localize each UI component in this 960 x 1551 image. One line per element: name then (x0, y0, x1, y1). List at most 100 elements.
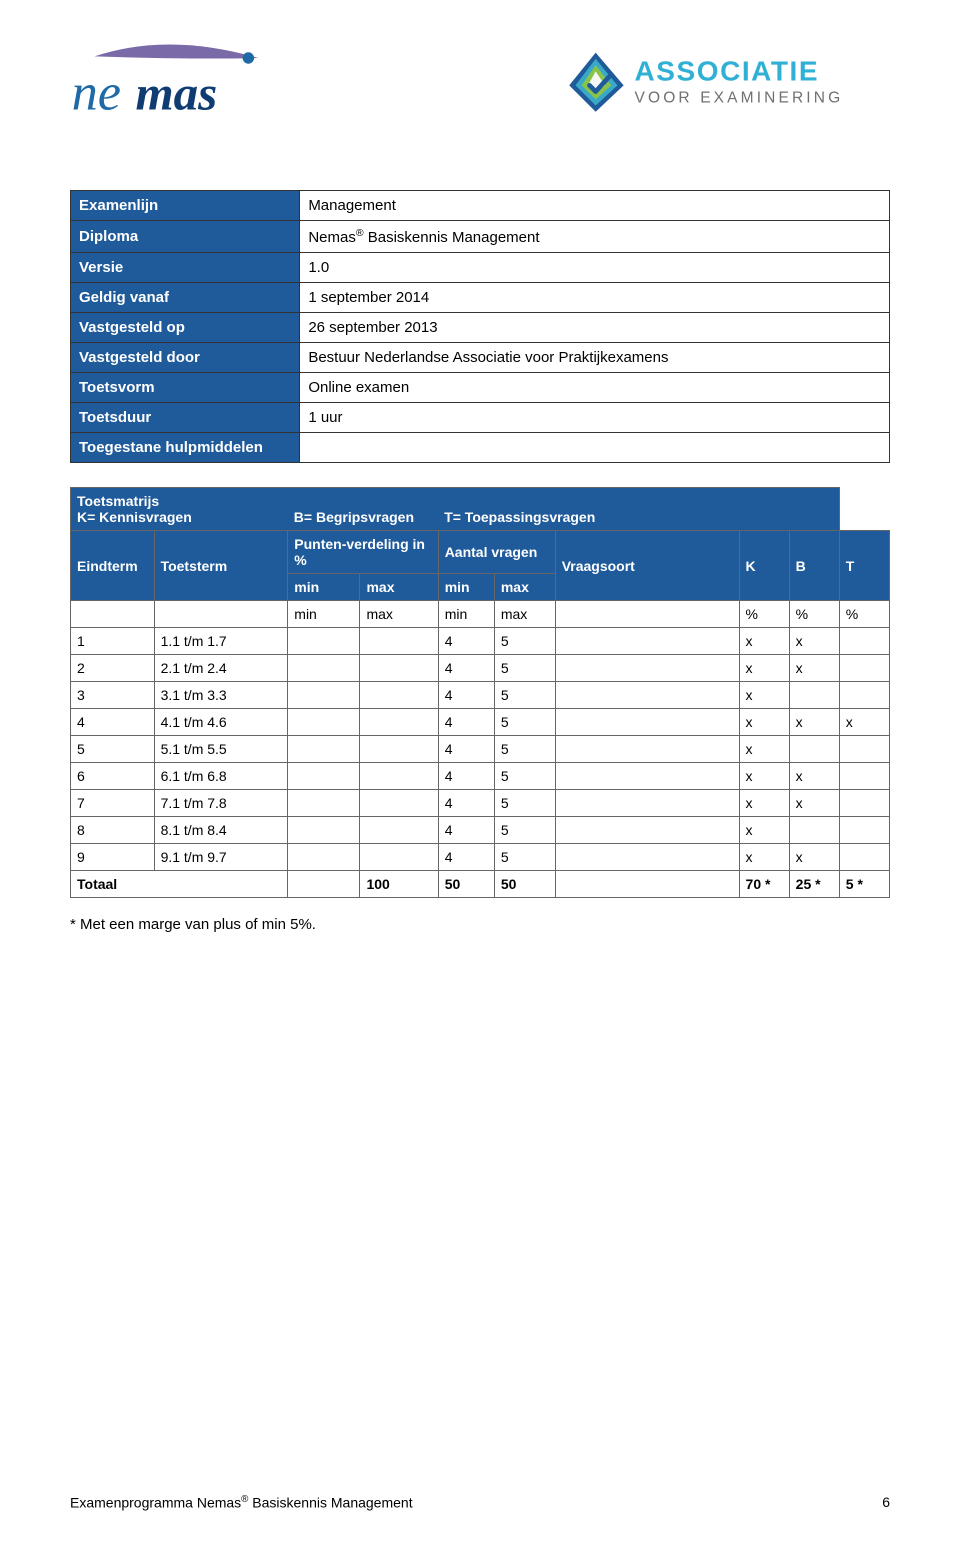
matrix-row: 44.1 t/m 4.645xxx (71, 709, 890, 736)
pct-t: % (839, 601, 889, 628)
svg-text:VOOR EXAMINERING: VOOR EXAMINERING (635, 89, 844, 106)
pct-b: % (789, 601, 839, 628)
info-key: Toegestane hulpmiddelen (71, 433, 300, 463)
matrix-legend-t: T= Toepassingsvragen (444, 509, 833, 525)
info-row: DiplomaNemas® Basiskennis Management (71, 221, 890, 253)
cell-pmax (360, 736, 438, 763)
pct-pmax: max (360, 601, 438, 628)
col-k: K (739, 531, 789, 601)
cell-toetsterm: 8.1 t/m 8.4 (154, 817, 288, 844)
col-aantal: Aantal vragen (438, 531, 555, 574)
cell-vraagsoort (555, 763, 739, 790)
col-pmax: max (360, 574, 438, 601)
cell-t (839, 682, 889, 709)
toetsmatrijs-table: Toetsmatrijs K= Kennisvragen B= Begripsv… (70, 487, 890, 898)
cell-pmin (288, 790, 360, 817)
cell-amax: 5 (494, 790, 555, 817)
info-table: ExamenlijnManagementDiplomaNemas® Basisk… (70, 190, 890, 463)
cell-pmin (288, 763, 360, 790)
cell-amin: 4 (438, 628, 494, 655)
cell-amax: 5 (494, 817, 555, 844)
info-key: Vastgesteld door (71, 343, 300, 373)
matrix-legend-row: Toetsmatrijs K= Kennisvragen B= Begripsv… (71, 488, 890, 531)
cell-t (839, 844, 889, 871)
cell-pmin (288, 628, 360, 655)
footer-left: Examenprogramma Nemas® Basiskennis Manag… (70, 1494, 413, 1511)
matrix-row: 22.1 t/m 2.445xx (71, 655, 890, 682)
cell-t (839, 763, 889, 790)
info-key: Examenlijn (71, 191, 300, 221)
cell-pmin (288, 709, 360, 736)
info-key: Versie (71, 253, 300, 283)
cell-k: x (739, 844, 789, 871)
info-value: 26 september 2013 (300, 313, 890, 343)
info-key: Toetsvorm (71, 373, 300, 403)
cell-pmin (288, 844, 360, 871)
info-key: Toetsduur (71, 403, 300, 433)
cell-amax: 5 (494, 628, 555, 655)
totaal-amin: 50 (438, 871, 494, 898)
matrix-pct-row: min max min max % % % (71, 601, 890, 628)
cell-b (789, 736, 839, 763)
svg-text:ASSOCIATIE: ASSOCIATIE (635, 56, 820, 87)
cell-vraagsoort (555, 817, 739, 844)
matrix-row: 88.1 t/m 8.445x (71, 817, 890, 844)
info-key: Diploma (71, 221, 300, 253)
matrix-row: 66.1 t/m 6.845xx (71, 763, 890, 790)
cell-amax: 5 (494, 763, 555, 790)
col-amax: max (494, 574, 555, 601)
totaal-vs (555, 871, 739, 898)
cell-b: x (789, 655, 839, 682)
cell-amin: 4 (438, 709, 494, 736)
info-value: Online examen (300, 373, 890, 403)
cell-pmin (288, 655, 360, 682)
info-value: Bestuur Nederlandse Associatie voor Prak… (300, 343, 890, 373)
info-row: ToetsvormOnline examen (71, 373, 890, 403)
cell-amax: 5 (494, 736, 555, 763)
cell-t (839, 736, 889, 763)
info-row: Vastgesteld doorBestuur Nederlandse Asso… (71, 343, 890, 373)
info-row: Geldig vanaf1 september 2014 (71, 283, 890, 313)
cell-b: x (789, 628, 839, 655)
cell-eindterm: 9 (71, 844, 155, 871)
cell-pmax (360, 763, 438, 790)
matrix-legend-k: K= Kennisvragen (77, 509, 282, 525)
matrix-totaal-row: Totaal 100 50 50 70 * 25 * 5 * (71, 871, 890, 898)
cell-k: x (739, 736, 789, 763)
cell-k: x (739, 682, 789, 709)
cell-amin: 4 (438, 790, 494, 817)
totaal-pmax: 100 (360, 871, 438, 898)
matrix-row: 77.1 t/m 7.845xx (71, 790, 890, 817)
cell-toetsterm: 4.1 t/m 4.6 (154, 709, 288, 736)
cell-amin: 4 (438, 817, 494, 844)
col-punten: Punten-verdeling in % (288, 531, 438, 574)
cell-eindterm: 7 (71, 790, 155, 817)
col-eindterm: Eindterm (71, 531, 155, 601)
cell-toetsterm: 7.1 t/m 7.8 (154, 790, 288, 817)
pct-amin: min (438, 601, 494, 628)
pct-k: % (739, 601, 789, 628)
cell-k: x (739, 817, 789, 844)
cell-vraagsoort (555, 682, 739, 709)
cell-toetsterm: 9.1 t/m 9.7 (154, 844, 288, 871)
cell-pmin (288, 682, 360, 709)
cell-b (789, 817, 839, 844)
cell-k: x (739, 709, 789, 736)
cell-b: x (789, 844, 839, 871)
cell-k: x (739, 790, 789, 817)
info-row: Toetsduur1 uur (71, 403, 890, 433)
cell-pmin (288, 736, 360, 763)
associatie-logo: ASSOCIATIE VOOR EXAMINERING (563, 48, 890, 118)
matrix-row: 55.1 t/m 5.545x (71, 736, 890, 763)
cell-vraagsoort (555, 655, 739, 682)
cell-k: x (739, 628, 789, 655)
cell-toetsterm: 2.1 t/m 2.4 (154, 655, 288, 682)
info-value: 1 september 2014 (300, 283, 890, 313)
marge-note: * Met een marge van plus of min 5%. (70, 916, 890, 933)
cell-vraagsoort (555, 844, 739, 871)
cell-pmax (360, 682, 438, 709)
info-value: 1.0 (300, 253, 890, 283)
cell-amax: 5 (494, 655, 555, 682)
cell-toetsterm: 3.1 t/m 3.3 (154, 682, 288, 709)
matrix-row: 11.1 t/m 1.745xx (71, 628, 890, 655)
